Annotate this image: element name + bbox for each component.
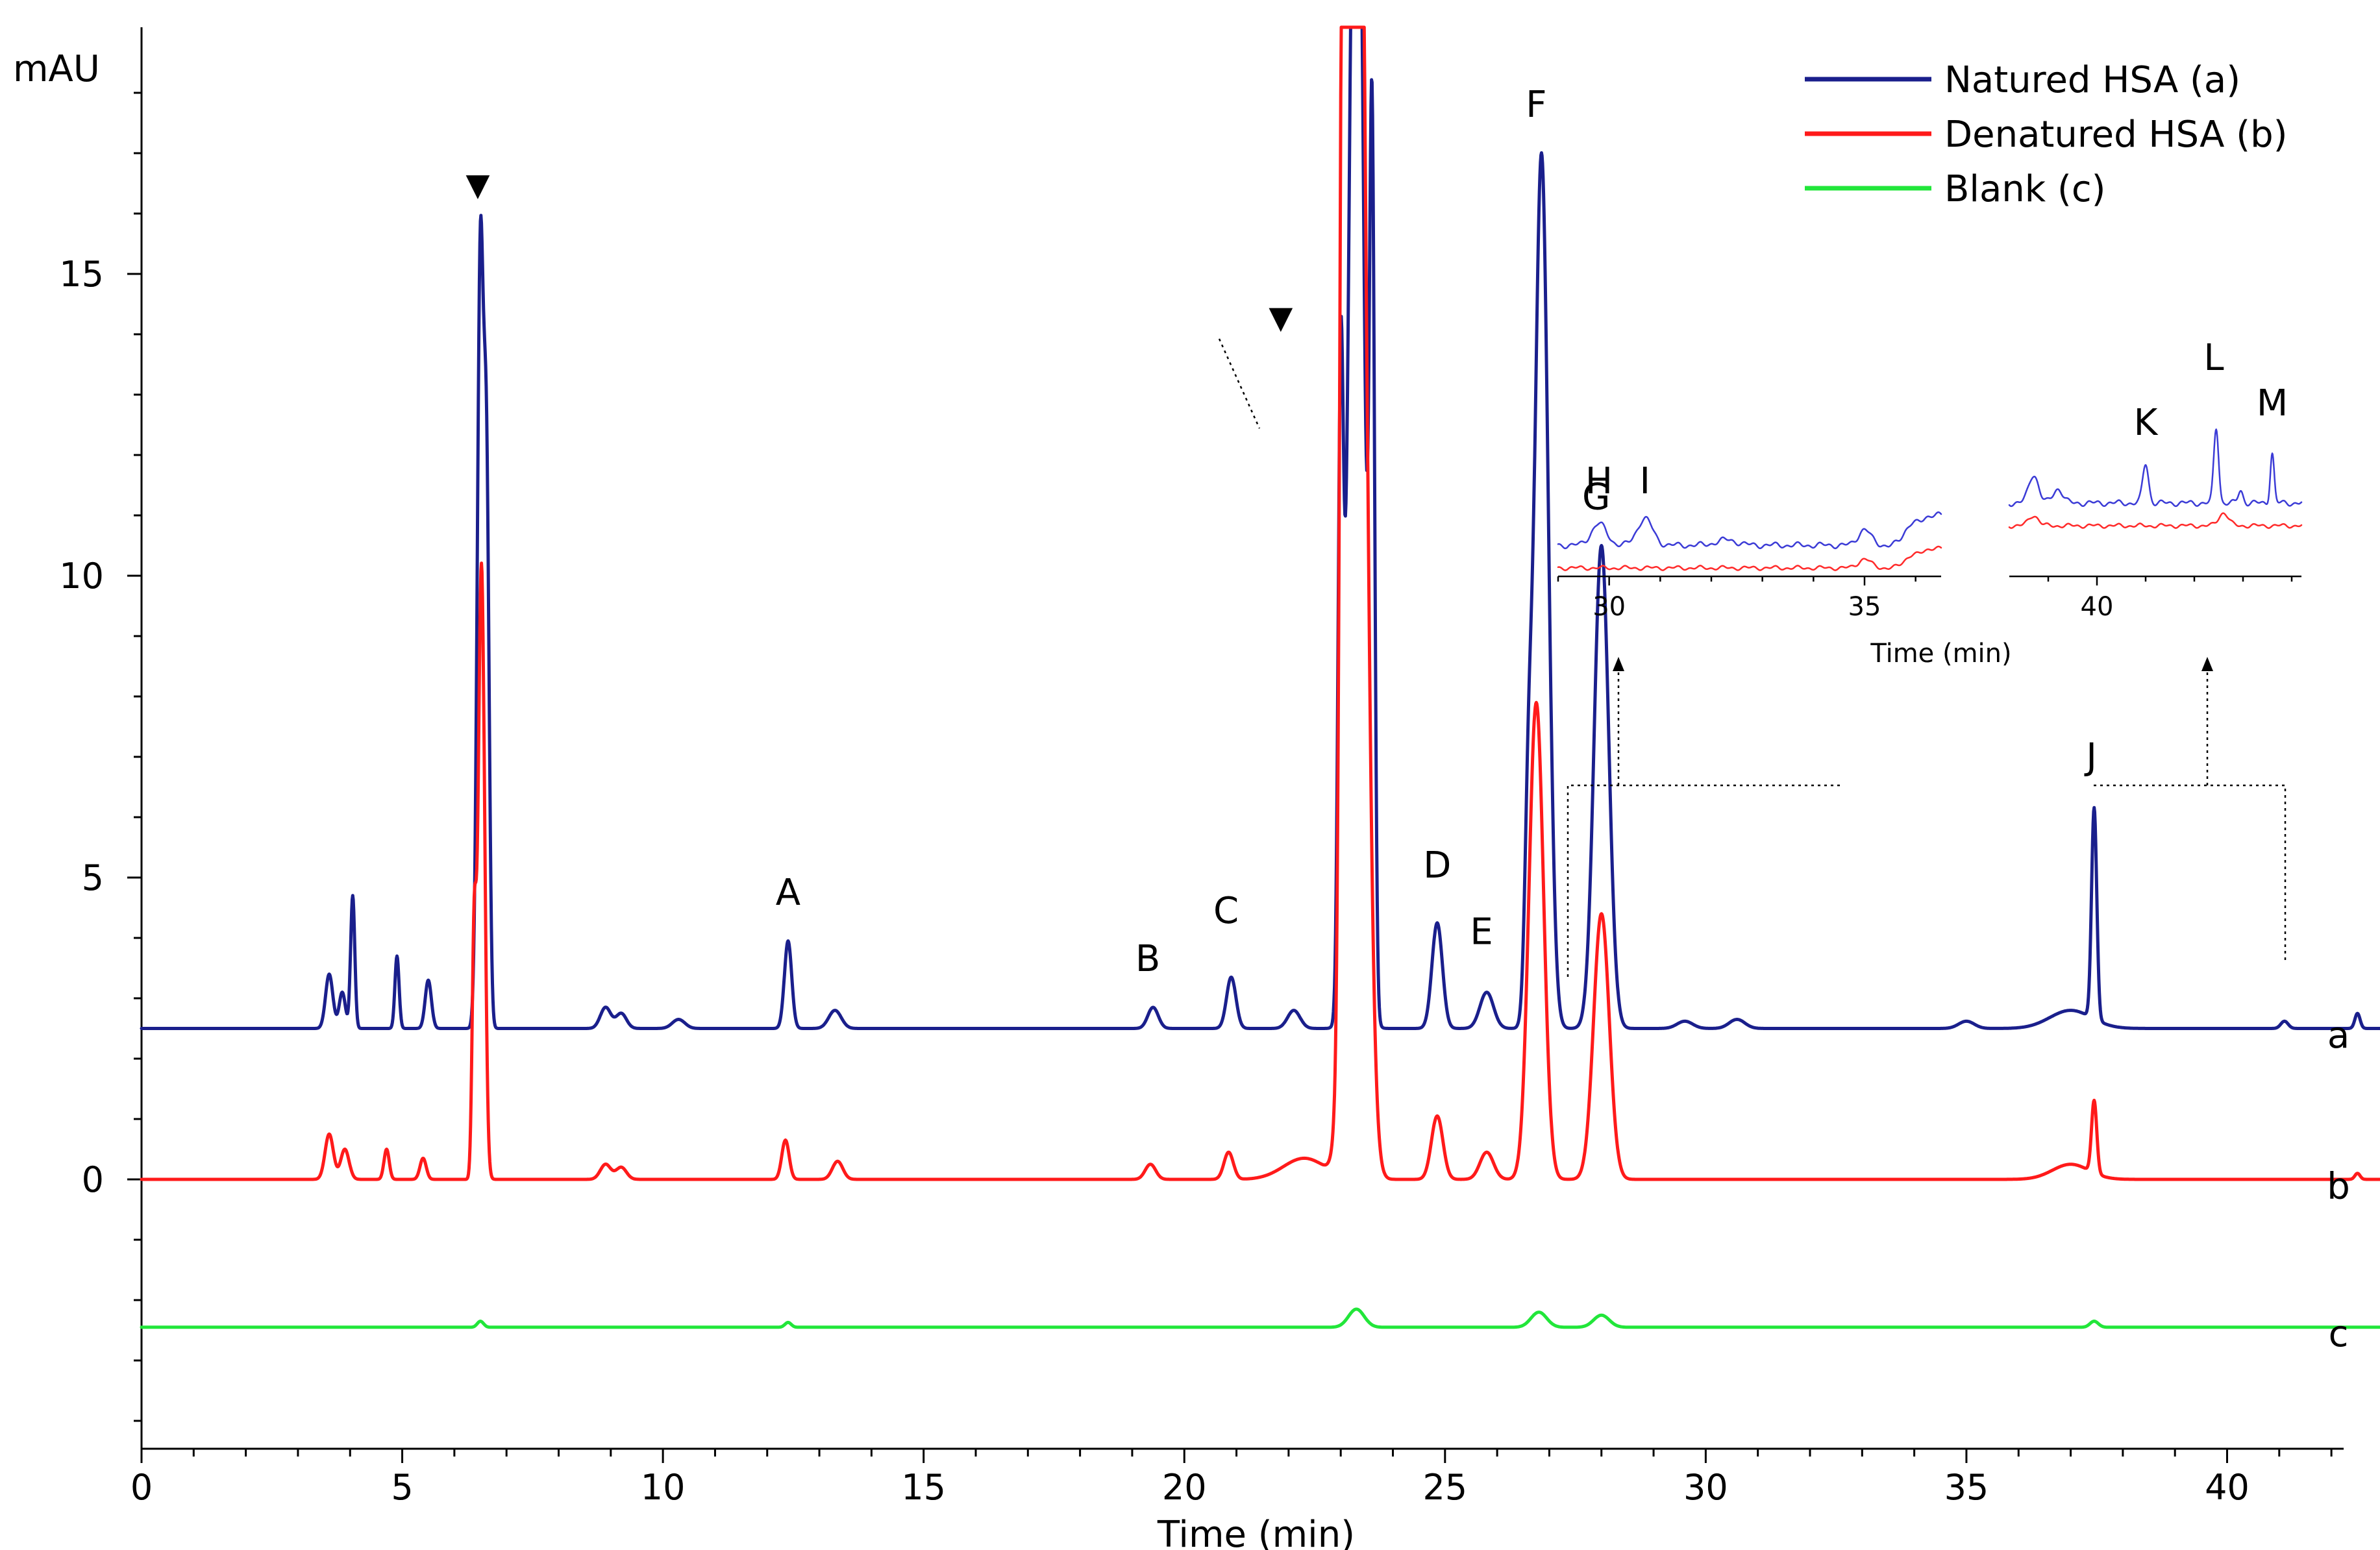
inset-peak-label-K: K [2134,402,2159,444]
peak-markers: ▼▼ [466,167,1293,336]
inset-tick-label: 30 [1593,592,1626,622]
x-tick-label: 35 [1944,1467,1989,1508]
inset-tick-label: 35 [1848,592,1881,622]
inset-series-blue [1557,511,1942,550]
trace-label-b: b [2327,1165,2350,1207]
y-tick-label: 15 [59,254,104,295]
x-tick-label: 30 [1683,1467,1728,1508]
peak-label-C: C [1213,890,1239,932]
legend-label-2: Blank (c) [1944,168,2106,210]
y-tick-label: 10 [59,556,104,597]
peak-label-B: B [1135,938,1160,980]
marker-2-leader [1218,338,1261,429]
peak-label-D: D [1423,844,1451,887]
inset-2-arrowhead [2201,657,2213,671]
y-tick-label: 5 [82,857,104,898]
trace-label-c: c [2329,1313,2349,1355]
inset-series-red [2008,512,2303,529]
inset-series-blue [2008,428,2303,508]
series-line-a [140,25,2380,1030]
series-line-c [140,1307,2380,1329]
inset-x-axis-title: Time (min) [1870,639,2011,669]
inset-peak-label-L: L [2203,337,2224,379]
trace-labels: a b c [2327,1015,2350,1355]
series-layer [140,25,2380,1329]
legend-label-1: Denatured HSA (b) [1944,114,2287,156]
peak-label-J: J [2084,736,2097,778]
y-tick-label: 0 [82,1159,104,1200]
legend-label-0: Natured HSA (a) [1944,59,2240,101]
legend: Natured HSA (a) Denatured HSA (b) Blank (c… [1805,59,2287,210]
x-tick-label: 40 [2205,1467,2250,1508]
x-tick-label: 10 [641,1467,686,1508]
peak-label-E: E [1470,911,1493,953]
inset-peak-label-H: H [1585,460,1613,502]
main-axes [140,27,2344,1450]
peak-marker-icon: ▼ [466,167,490,203]
trace-label-a: a [2327,1015,2349,1057]
peak-labels: A B C DE F G J [776,84,2097,980]
x-tick-label: 5 [391,1467,413,1508]
inset-peak-label-M: M [2257,382,2288,424]
inset-series-red [1557,545,1942,571]
x-tick-label: 20 [1162,1467,1207,1508]
y-ticks: 0 5 10 15 [59,92,142,1422]
insets: 30 35 Time (min) H I 40 K LM [1557,337,2303,669]
peak-label-F: F [1526,84,1546,126]
x-axis-title: Time (min) [1157,1514,1355,1550]
inset-tick-label: 40 [2081,592,2114,622]
x-tick-label: 0 [130,1467,153,1508]
inset-guides [1218,338,2287,977]
y-axis-title: mAU [13,48,100,90]
x-ticks: 0 5 10 15 20 25 30 35 40 [130,1449,2333,1508]
inset-1-arrowhead [1613,657,1624,671]
series-line-b [140,25,2380,1181]
peak-marker-icon: ▼ [1269,300,1293,336]
peak-label-G: G [1582,476,1610,519]
peak-label-A: A [776,872,800,914]
x-tick-label: 15 [901,1467,946,1508]
x-tick-label: 25 [1422,1467,1467,1508]
inset-peak-label-I: I [1639,460,1650,502]
inset-2-bracket [2094,784,2287,961]
